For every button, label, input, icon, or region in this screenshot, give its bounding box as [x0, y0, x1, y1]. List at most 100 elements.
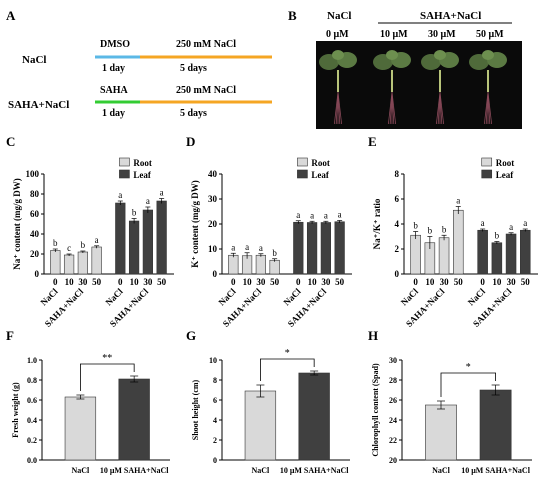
bar-root-30	[255, 254, 266, 275]
x-tick-label: 50	[335, 277, 345, 287]
significance-letter: b	[413, 221, 418, 231]
seedling-2	[421, 50, 459, 125]
y-tick-label: 26	[389, 396, 397, 405]
y-tick-label: 1.0	[27, 356, 37, 365]
panel-letter-e: E	[368, 134, 377, 149]
y-axis-label: Fresh weight (g)	[11, 382, 20, 438]
y-tick-label: 30	[208, 194, 218, 204]
significance-letter: b	[53, 238, 58, 248]
legend-swatch-root	[297, 157, 308, 167]
significance-letter: b	[81, 240, 86, 250]
x-tick-label: 0	[296, 277, 301, 287]
x-tick-label: 10	[425, 277, 435, 287]
significance-bracket	[80, 363, 135, 391]
x-tick-label: 10 μM SAHA+NaCl	[280, 466, 349, 475]
photo-header-nacl: NaCl	[327, 10, 351, 22]
significance-bracket	[260, 358, 315, 381]
bar-leaf-0	[477, 229, 488, 275]
y-tick-label: 40	[30, 229, 40, 239]
scheme-row-label-nacl: NaCl	[22, 54, 46, 66]
y-tick-label: 22	[389, 436, 397, 445]
seedling-0	[319, 50, 357, 125]
significance-marker: **	[102, 353, 112, 364]
significance-letter: b	[132, 208, 137, 218]
legend-swatch-leaf	[119, 169, 130, 179]
bar-nacl	[244, 390, 277, 461]
significance-marker: *	[466, 362, 471, 373]
y-tick-label: 10	[209, 356, 217, 365]
scheme-pretreat-label-saha: SAHA	[100, 85, 129, 96]
significance-letter: a	[509, 222, 513, 232]
chart-h: 20 22 24 26 28 30 Chlorophyll content (Spad) Na…	[371, 356, 532, 475]
bar-root-50	[453, 209, 464, 275]
scheme-treat-label-2: 250 mM NaCl	[176, 85, 236, 96]
legend-label-leaf: Leaf	[133, 170, 151, 180]
y-tick-label: 6	[395, 194, 400, 204]
bar-leaf-30	[320, 222, 331, 275]
chart-d: 0 10 20 30 40 K⁺ content (mg/g DW) a 0 a 10 a 30 b 50…	[190, 157, 352, 329]
significance-letter: a	[456, 196, 460, 206]
seedling-leaf	[434, 50, 446, 60]
y-tick-label: 0.4	[27, 416, 37, 425]
y-axis-label: K⁺ content (mg/g DW)	[190, 180, 200, 268]
plant-photo: NaCl SAHA+NaCl 0 μM 10 μM 30 μM 50 μM	[316, 10, 522, 129]
bar-root-0	[410, 234, 421, 275]
bar-root-0	[50, 250, 61, 275]
bar-saha-nacl	[298, 372, 330, 461]
x-tick-label: NaCl	[432, 466, 451, 475]
y-axis-label: Chlorophyll content (Spad)	[371, 363, 380, 457]
y-axis-label: Na⁺/K⁺ ratio	[372, 198, 382, 249]
y-tick-label: 4	[395, 219, 400, 229]
x-tick-label: 10	[308, 277, 318, 287]
x-tick-label: 0	[480, 277, 485, 287]
legend-swatch-leaf	[481, 169, 493, 179]
scheme-row-label-saha: SAHA+NaCl	[8, 99, 69, 111]
x-tick-label: NaCl	[252, 466, 271, 475]
x-tick-label: 0	[231, 277, 236, 287]
significance-letter: a	[523, 218, 527, 228]
significance-letter: a	[160, 188, 164, 198]
significance-letter: a	[259, 243, 263, 253]
scheme-pretreat-duration-2: 1 day	[102, 108, 125, 119]
bar-root-30	[438, 237, 450, 275]
x-tick-label: 30	[507, 277, 517, 287]
x-tick-label: 0	[53, 277, 58, 287]
significance-letter: b	[272, 248, 277, 258]
y-tick-label: 2	[213, 436, 217, 445]
bar-root-0	[228, 254, 239, 275]
photo-header-saha: SAHA+NaCl	[420, 10, 481, 22]
x-tick-label: 50	[454, 277, 464, 287]
bar-saha-nacl	[479, 389, 512, 461]
panel-letter-b: B	[288, 8, 297, 23]
significance-letter: a	[231, 242, 235, 252]
group-label-saha-first: NaCl	[282, 286, 304, 308]
bar-root-10	[63, 254, 75, 275]
significance-letter: a	[296, 210, 300, 220]
y-tick-label: 0.6	[27, 396, 37, 405]
significance-letter: c	[67, 243, 71, 253]
y-tick-label: 80	[30, 189, 40, 199]
legend-label-leaf: Leaf	[311, 170, 329, 180]
scheme-pretreat-label-dmso: DMSO	[100, 39, 130, 50]
y-tick-label: 0	[213, 456, 217, 465]
y-tick-label: 0	[35, 269, 40, 279]
significance-letter: b	[442, 224, 447, 234]
legend-label-leaf: Leaf	[496, 170, 514, 180]
bar-saha-nacl	[118, 378, 150, 461]
x-tick-label: 30	[256, 277, 266, 287]
panel-letter-c: C	[6, 134, 15, 149]
significance-letter: a	[146, 196, 150, 206]
y-tick-label: 40	[208, 169, 218, 179]
y-tick-label: 0	[395, 269, 400, 279]
x-tick-label: 30	[143, 277, 153, 287]
bar-leaf-0	[115, 202, 126, 275]
y-tick-label: 20	[208, 219, 218, 229]
x-tick-label: 50	[270, 277, 280, 287]
x-tick-label: 30	[78, 277, 88, 287]
x-tick-label: 50	[157, 277, 167, 287]
bar-nacl	[64, 396, 97, 461]
treatment-scheme: NaCl DMSO 250 mM NaCl 1 day 5 days SAHA+…	[8, 39, 272, 119]
panel-letter-h: H	[368, 328, 378, 343]
bar-root-30	[77, 251, 88, 275]
